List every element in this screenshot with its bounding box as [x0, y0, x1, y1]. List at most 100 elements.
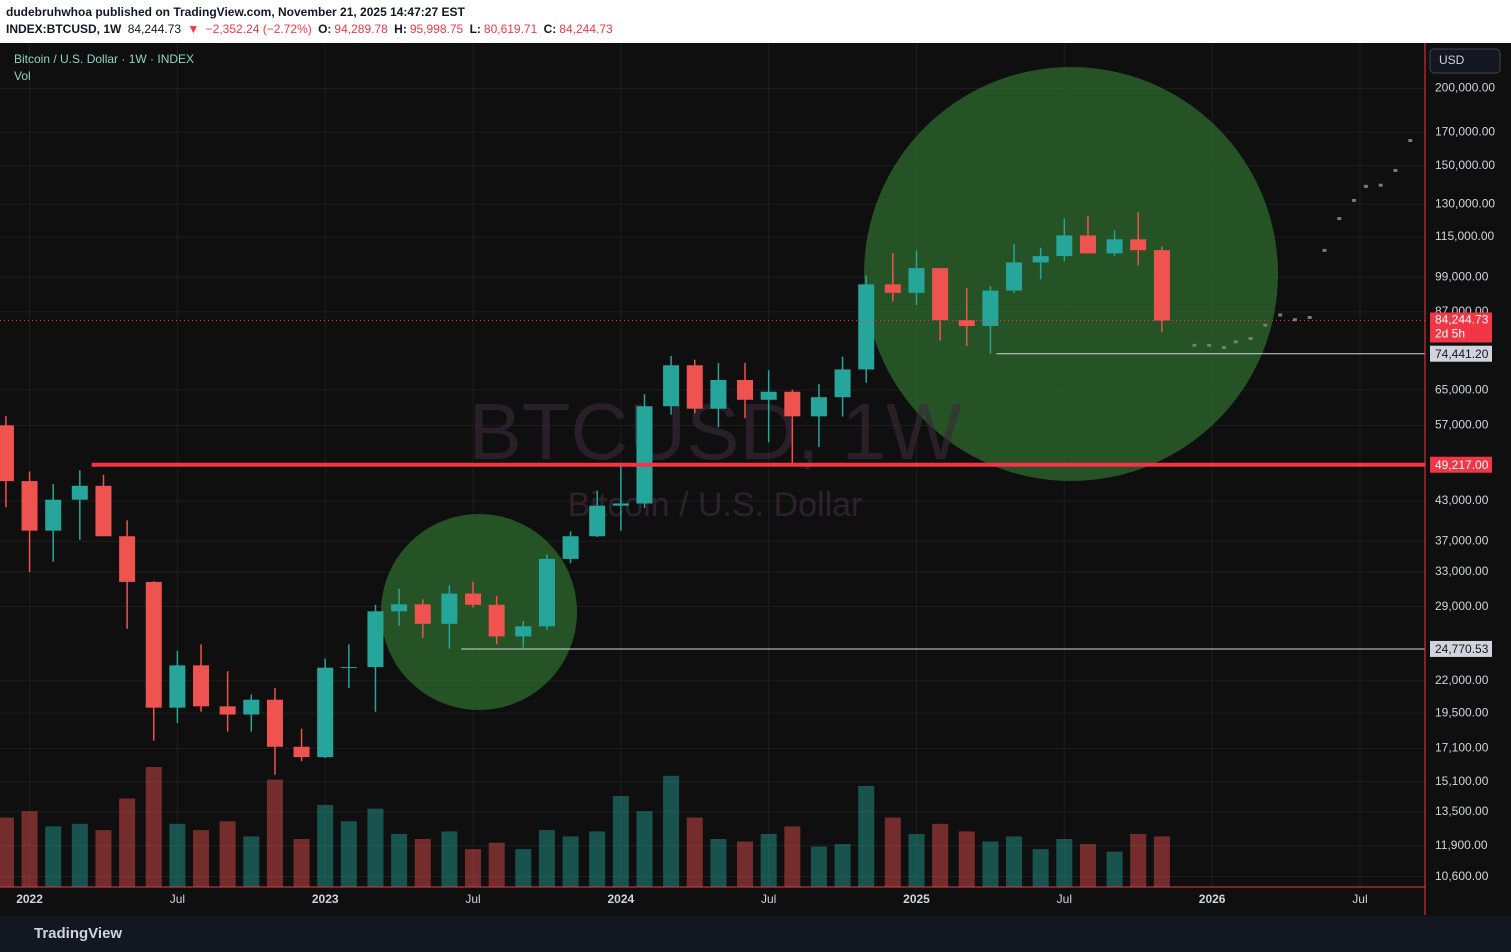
candle-body [834, 369, 851, 398]
chart-background [0, 43, 1511, 916]
volume-bar [663, 775, 680, 887]
candle-body [193, 665, 210, 707]
y-tick-label: 65,000.00 [1435, 382, 1489, 396]
change-arrow: ▼ [187, 22, 200, 36]
change: −2,352.24 (−2.72%) [205, 22, 312, 36]
level-tag [1430, 640, 1492, 657]
candle-body [1106, 239, 1123, 254]
y-tick-label: 17,100.00 [1435, 741, 1489, 755]
volume-bar [784, 826, 801, 887]
volume-bar [266, 779, 283, 887]
highlight-circle [381, 514, 577, 710]
candle-body [243, 699, 260, 715]
high: 95,998.75 [409, 22, 464, 36]
candle-body [858, 284, 875, 370]
y-tick-label: 130,000.00 [1435, 196, 1495, 210]
volume-bar [562, 836, 579, 887]
volume-bar [1032, 849, 1049, 887]
volume-bar [441, 831, 458, 887]
y-tick-label: 115,000.00 [1435, 229, 1494, 243]
volume-bar [219, 821, 236, 887]
x-tick-label: 2023 [312, 892, 339, 906]
candle-body [367, 611, 384, 668]
candle-body [1006, 262, 1023, 291]
volume-bar [760, 833, 777, 887]
y-tick-label: 15,100.00 [1435, 774, 1489, 788]
x-tick-label: 2025 [903, 892, 930, 906]
price-axis [1425, 43, 1511, 916]
candle-body [219, 706, 236, 715]
brand[interactable]: TradingView [34, 925, 123, 942]
volume-bar [1106, 851, 1123, 887]
volume-bar [810, 846, 827, 887]
candle-body [515, 626, 532, 637]
candle-body [488, 604, 505, 637]
volume-bar [515, 849, 532, 887]
candle-body [784, 391, 801, 417]
open-label: O: [318, 22, 332, 36]
volume-bar [145, 767, 162, 887]
candle-body [1153, 250, 1170, 321]
candle-body [612, 503, 629, 506]
y-tick-label: 29,000.00 [1435, 599, 1489, 613]
volume-bar [317, 804, 334, 887]
low-label: L: [469, 22, 481, 36]
candle-body [589, 505, 606, 537]
volume-bar [0, 817, 14, 887]
candle-body [982, 290, 999, 326]
currency[interactable]: USD [1439, 53, 1465, 67]
currency-button[interactable] [1429, 48, 1501, 74]
x-tick-label: 2024 [607, 892, 634, 906]
candle-body [169, 665, 186, 708]
level-label: 49,217.00 [1435, 458, 1489, 472]
volume-bar [958, 831, 975, 887]
y-tick-label: 22,000.00 [1435, 673, 1489, 687]
candle-body [760, 391, 777, 400]
y-tick-label: 43,000.00 [1435, 493, 1489, 507]
candle-body [710, 379, 727, 409]
candle-body [414, 604, 431, 624]
candle-body [119, 536, 136, 582]
symbol: INDEX:BTCUSD, 1W [6, 22, 122, 36]
volume-bar [612, 796, 629, 887]
candle-body [810, 397, 827, 417]
candle-body [293, 746, 310, 758]
volume-bar [119, 798, 136, 887]
candle-body [737, 379, 754, 400]
volume-bar [340, 821, 357, 887]
candle-body [562, 536, 579, 559]
y-tick-label: 99,000.00 [1435, 269, 1489, 283]
volume-bar [737, 841, 754, 887]
candle-body [686, 365, 703, 409]
volume-bar [243, 836, 260, 887]
header: dudebruhwhoa published on TradingView.co… [0, 0, 1511, 43]
volume-bar [858, 785, 875, 887]
candle-body [0, 425, 14, 482]
x-tick-label: Jul [170, 892, 185, 906]
candle-body [1032, 256, 1049, 263]
volume-legend: Vol [14, 69, 31, 83]
candle-body [908, 268, 925, 293]
candle-body [441, 593, 458, 624]
candle-body [391, 604, 408, 612]
candle-body [663, 365, 680, 407]
volume-bar [45, 826, 62, 887]
volume-bar [884, 817, 901, 887]
volume-bar [834, 844, 851, 887]
candle-body [1079, 235, 1096, 254]
candle-body [538, 558, 555, 627]
candle-body [340, 667, 357, 669]
footer: TradingView [0, 916, 1511, 952]
close: 84,244.73 [559, 22, 613, 36]
y-tick-label: 200,000.00 [1435, 81, 1495, 95]
candle-body [45, 499, 62, 531]
highlight-circle [864, 67, 1278, 481]
y-tick-label: 33,000.00 [1435, 564, 1489, 578]
volume-bar [710, 839, 727, 887]
volume-bar [414, 839, 431, 887]
x-tick-label: 2026 [1199, 892, 1226, 906]
current-price-tag [1430, 312, 1492, 343]
level-label: 24,770.53 [1435, 642, 1489, 656]
candle-body [932, 268, 949, 321]
